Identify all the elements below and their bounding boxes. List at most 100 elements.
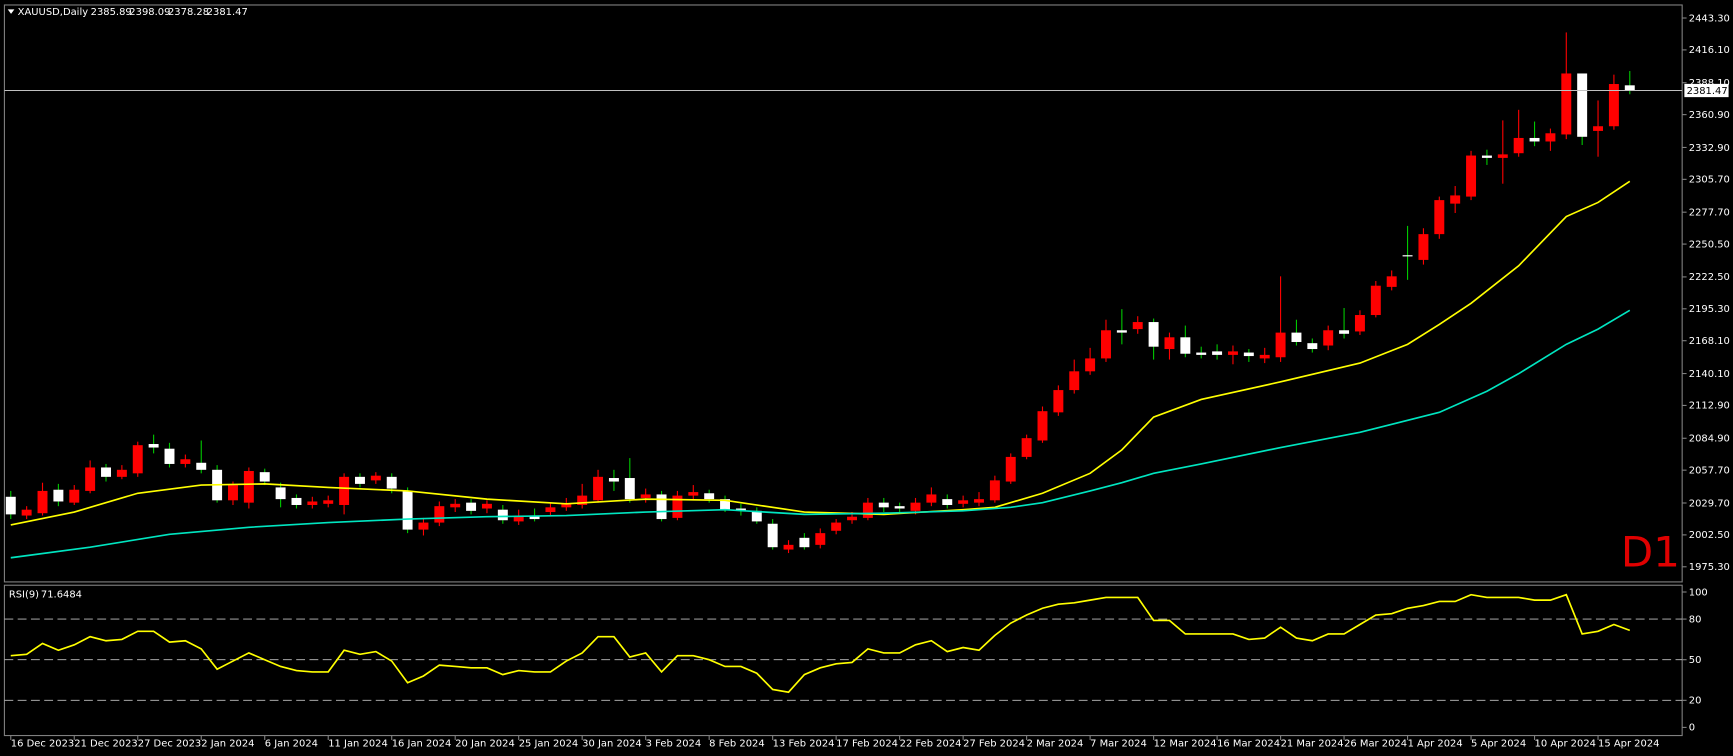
candle-body xyxy=(656,494,667,520)
candle-body xyxy=(1259,354,1270,359)
candle-body xyxy=(418,522,429,530)
y-tick-label: 2195.30 xyxy=(1689,304,1730,315)
candle-body xyxy=(926,494,937,503)
candle-body xyxy=(529,515,540,520)
rsi-tick-label: 80 xyxy=(1689,614,1702,625)
x-tick-label: 30 Jan 2024 xyxy=(582,739,642,750)
y-tick-label: 2443.30 xyxy=(1689,13,1730,24)
candle-body xyxy=(593,476,604,501)
candle-body xyxy=(1005,456,1016,482)
candle-body xyxy=(116,469,127,477)
candle-body xyxy=(1037,411,1048,441)
candle-body xyxy=(672,495,683,518)
candle-body xyxy=(831,522,842,531)
x-tick-label: 27 Feb 2024 xyxy=(963,739,1025,750)
candle-body xyxy=(608,478,619,482)
candle-body xyxy=(989,480,1000,501)
x-tick-label: 12 Mar 2024 xyxy=(1154,739,1217,750)
candle-body xyxy=(847,516,857,521)
candle-body xyxy=(704,493,715,500)
ohlc-low: 2378.28 xyxy=(168,7,209,18)
candle-body xyxy=(101,467,111,477)
candle-body xyxy=(1291,332,1302,342)
candle-body xyxy=(1466,155,1477,197)
candle-body xyxy=(1323,330,1334,346)
y-tick-label: 2222.50 xyxy=(1689,272,1730,283)
candle-body xyxy=(1624,85,1635,91)
x-tick-label: 11 Jan 2024 xyxy=(328,739,388,750)
candle-body xyxy=(291,497,302,505)
candle-body xyxy=(1354,315,1365,332)
candle-body xyxy=(148,444,159,448)
moving-average xyxy=(10,309,1631,559)
y-tick-label: 2168.10 xyxy=(1689,336,1730,347)
candle-body xyxy=(354,476,365,484)
moving-average xyxy=(10,180,1631,526)
candle-body xyxy=(1180,337,1191,354)
candle-body xyxy=(53,489,64,502)
candle-body xyxy=(1069,371,1080,391)
price-label: 2381.47 xyxy=(1687,86,1728,97)
x-tick-label: 25 Jan 2024 xyxy=(519,739,579,750)
candle-body xyxy=(910,502,921,511)
rsi-value: 71.6484 xyxy=(41,589,82,600)
candle-body xyxy=(1608,84,1619,127)
candle-body xyxy=(1148,322,1159,347)
x-tick-label: 3 Feb 2024 xyxy=(646,739,702,750)
candle-body xyxy=(624,478,635,500)
candle-body xyxy=(1386,276,1397,287)
rsi-tick-label: 50 xyxy=(1689,655,1702,666)
candle-body xyxy=(1212,351,1223,355)
y-tick-label: 2140.10 xyxy=(1689,369,1730,380)
candle-body xyxy=(1418,234,1429,260)
x-tick-label: 26 Mar 2024 xyxy=(1344,739,1407,750)
candle-body xyxy=(5,496,16,515)
x-tick-label: 10 Apr 2024 xyxy=(1535,739,1596,750)
x-tick-label: 20 Jan 2024 xyxy=(455,739,515,750)
x-tick-label: 1 Apr 2024 xyxy=(1408,739,1463,750)
candle-body xyxy=(1593,126,1604,131)
candle-body xyxy=(1053,390,1064,413)
candle-body xyxy=(878,502,889,508)
symbol: XAUUSD,Daily xyxy=(18,7,89,18)
candle-body xyxy=(386,476,397,489)
rsi-panel xyxy=(3,584,1683,737)
candle-body xyxy=(450,503,461,508)
y-tick-label: 2057.70 xyxy=(1689,465,1730,476)
x-tick-label: 16 Jan 2024 xyxy=(392,739,452,750)
candle-body xyxy=(1577,73,1588,137)
candle-body xyxy=(1275,332,1286,358)
candle-body xyxy=(243,470,254,503)
x-tick-label: 17 Feb 2024 xyxy=(836,739,898,750)
candle-body xyxy=(1227,351,1238,355)
candle-body xyxy=(1370,285,1381,316)
candle-body xyxy=(1513,137,1524,154)
candle-body xyxy=(481,503,492,509)
candle-body xyxy=(434,506,445,523)
y-tick-label: 2277.70 xyxy=(1689,208,1730,219)
candle-body xyxy=(1339,330,1350,334)
candle-body xyxy=(894,506,905,509)
rsi-label: RSI(9) xyxy=(9,589,39,600)
rsi-tick-label: 20 xyxy=(1689,696,1702,707)
menu-arrow[interactable] xyxy=(7,9,15,14)
candle-body xyxy=(735,508,746,511)
candle-body xyxy=(1450,195,1461,204)
candle-body xyxy=(815,533,826,545)
rsi-tick-label: 0 xyxy=(1689,723,1695,734)
x-tick-label: 13 Feb 2024 xyxy=(773,739,835,750)
y-tick-label: 2360.90 xyxy=(1689,110,1730,121)
candle-body xyxy=(783,544,794,550)
candle-body xyxy=(688,492,699,496)
x-tick-label: 16 Mar 2024 xyxy=(1217,739,1280,750)
candle-body xyxy=(497,509,508,521)
y-tick-label: 2084.90 xyxy=(1689,434,1730,445)
candle-body xyxy=(69,489,80,503)
candle-body xyxy=(1434,200,1445,235)
candle-body xyxy=(1481,155,1492,158)
x-tick-label: 7 Mar 2024 xyxy=(1090,739,1147,750)
candle-body xyxy=(1196,352,1207,355)
x-tick-label: 21 Dec 2023 xyxy=(74,739,137,750)
candle-body xyxy=(21,509,32,516)
